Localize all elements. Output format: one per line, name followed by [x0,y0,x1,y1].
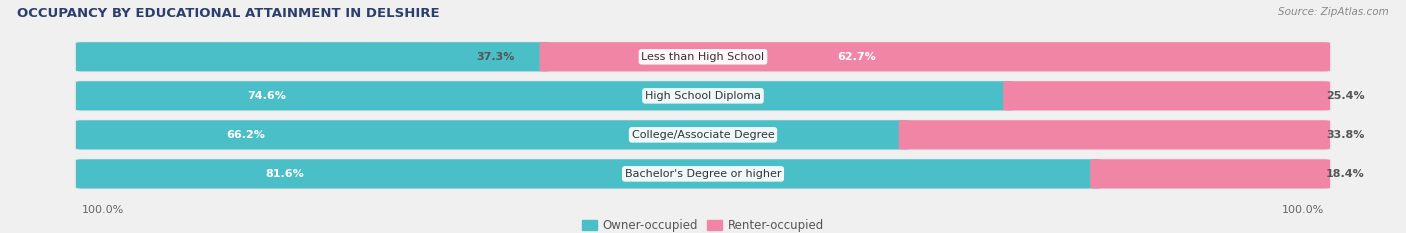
FancyBboxPatch shape [898,120,1330,149]
Text: 18.4%: 18.4% [1326,169,1365,179]
Text: 25.4%: 25.4% [1326,91,1365,101]
Text: 33.8%: 33.8% [1326,130,1365,140]
Text: 100.0%: 100.0% [82,205,124,215]
Text: 37.3%: 37.3% [477,52,515,62]
Text: OCCUPANCY BY EDUCATIONAL ATTAINMENT IN DELSHIRE: OCCUPANCY BY EDUCATIONAL ATTAINMENT IN D… [17,7,440,20]
Text: High School Diploma: High School Diploma [645,91,761,101]
Text: 100.0%: 100.0% [1282,205,1324,215]
Text: 66.2%: 66.2% [226,130,266,140]
Text: College/Associate Degree: College/Associate Degree [631,130,775,140]
Text: Bachelor's Degree or higher: Bachelor's Degree or higher [624,169,782,179]
FancyBboxPatch shape [75,41,1331,72]
Text: 74.6%: 74.6% [247,91,287,101]
Text: 62.7%: 62.7% [838,52,876,62]
Text: 81.6%: 81.6% [264,169,304,179]
FancyBboxPatch shape [75,120,1331,150]
FancyBboxPatch shape [76,42,551,71]
FancyBboxPatch shape [1002,81,1330,110]
FancyBboxPatch shape [540,42,1330,71]
FancyBboxPatch shape [76,81,1014,110]
FancyBboxPatch shape [76,159,1101,188]
FancyBboxPatch shape [75,158,1331,189]
FancyBboxPatch shape [1090,159,1330,188]
FancyBboxPatch shape [75,80,1331,111]
Text: Source: ZipAtlas.com: Source: ZipAtlas.com [1278,7,1389,17]
FancyBboxPatch shape [76,120,910,149]
Text: Less than High School: Less than High School [641,52,765,62]
Legend: Owner-occupied, Renter-occupied: Owner-occupied, Renter-occupied [582,219,824,232]
